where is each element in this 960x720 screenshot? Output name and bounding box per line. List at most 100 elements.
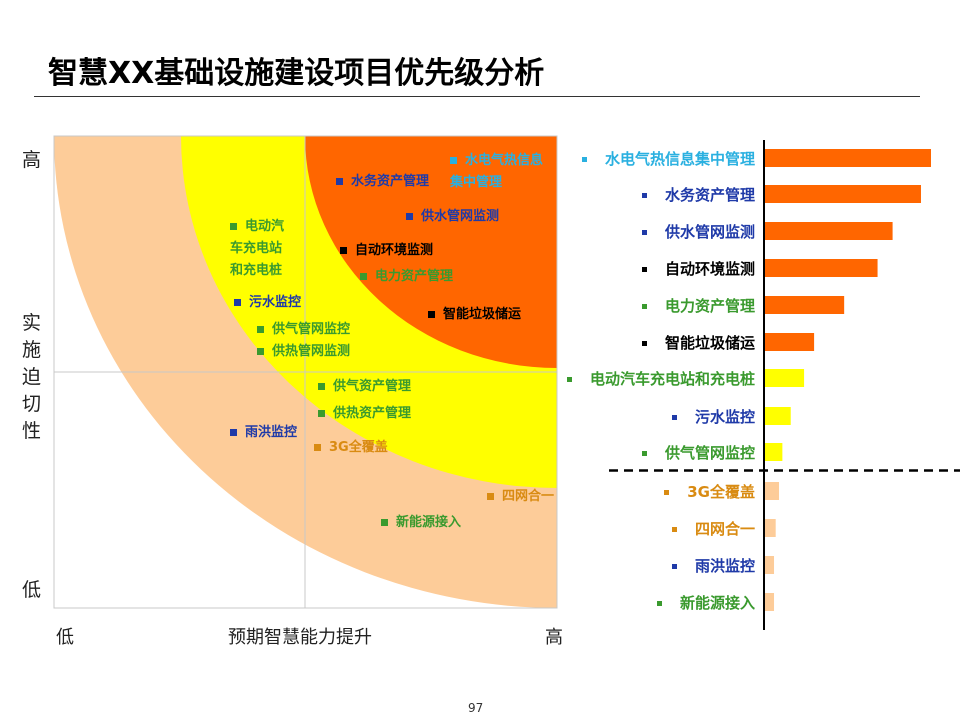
marker-icon (487, 493, 494, 500)
bar-label: 供气管网监控 (641, 442, 755, 463)
bar-label: 污水监控 (671, 406, 755, 427)
matrix-item: 自动环境监测 (340, 243, 433, 259)
bar (764, 482, 780, 500)
marker-icon (671, 564, 677, 569)
bar-label: 3G全覆盖 (664, 481, 755, 502)
matrix-item-label: 供热管网监测 (272, 344, 351, 359)
bar-label: 新能源接入 (656, 592, 755, 613)
marker-icon (671, 527, 677, 532)
matrix-item-label: 四网合一 (502, 489, 555, 504)
matrix-border (53, 135, 558, 609)
marker-icon (257, 326, 264, 333)
bar (764, 407, 791, 425)
matrix-item: 供气管网监控 (257, 322, 350, 338)
marker-icon (314, 444, 321, 451)
bar-label: 供水管网监测 (641, 221, 755, 242)
bar-label: 四网合一 (671, 518, 755, 539)
bar (764, 369, 805, 387)
matrix-item: 供热管网监测 (257, 344, 350, 360)
matrix-item-label: 电动汽车充电站和充电桩 (230, 219, 285, 278)
matrix-item-label: 电力资产管理 (375, 269, 454, 284)
matrix-item-label: 新能源接入 (396, 515, 462, 530)
marker-icon (641, 230, 647, 235)
matrix-item-label: 供水管网监测 (421, 209, 500, 224)
marker-icon (664, 490, 670, 495)
y-axis-title: 实施迫切性 (22, 312, 42, 442)
bar-label: 雨洪监控 (671, 555, 755, 576)
bar (764, 149, 931, 167)
matrix-item-label: 水电气热信息集中管理 (450, 153, 544, 190)
bar-label-text: 四网合一 (694, 520, 755, 538)
marker-icon (234, 299, 241, 306)
matrix-item: 水务资产管理 (336, 174, 429, 190)
marker-icon (641, 193, 647, 198)
bar-label-text: 3G全覆盖 (687, 483, 755, 501)
marker-icon (581, 157, 587, 162)
matrix-item: 水电气热信息集中管理 (450, 150, 550, 194)
marker-icon (230, 429, 237, 436)
bar (764, 519, 776, 537)
bar (764, 333, 815, 351)
x-axis-low-label: 低 (56, 627, 74, 648)
matrix-item: 供气资产管理 (318, 379, 411, 395)
bar-label-text: 供水管网监测 (664, 223, 755, 241)
matrix-item-label: 污水监控 (249, 295, 302, 310)
orange-zone (305, 136, 557, 368)
matrix-item: 电动汽车充电站和充电桩 (230, 216, 294, 282)
bar-label-text: 水务资产管理 (664, 186, 755, 204)
marker-icon (671, 415, 677, 420)
bar-label-text: 污水监控 (694, 408, 755, 426)
matrix-item: 3G全覆盖 (314, 440, 388, 456)
matrix-item: 雨洪监控 (230, 425, 297, 441)
bar-label-text: 新能源接入 (679, 594, 755, 612)
marker-icon (641, 267, 647, 272)
bar-label: 电动汽车充电站和充电桩 (566, 368, 755, 389)
bar-label: 水电气热信息集中管理 (581, 148, 755, 169)
marker-icon (450, 157, 457, 164)
bar-label-text: 电力资产管理 (664, 297, 755, 315)
matrix-item-label: 自动环境监测 (355, 243, 434, 258)
bar-label-text: 供气管网监控 (664, 444, 755, 462)
title-rule (34, 96, 920, 97)
bar-label: 电力资产管理 (641, 295, 755, 316)
bar-label: 水务资产管理 (641, 184, 755, 205)
matrix-item: 四网合一 (487, 489, 554, 505)
page-title: 智慧XX基础设施建设项目优先级分析 (48, 56, 545, 91)
bar (764, 593, 775, 611)
marker-icon (318, 410, 325, 417)
matrix-item: 电力资产管理 (360, 269, 453, 285)
bar (764, 222, 893, 240)
bar-label-text: 自动环境监测 (664, 260, 755, 278)
matrix-item-label: 供气管网监控 (272, 322, 351, 337)
bar-label-text: 水电气热信息集中管理 (604, 150, 755, 168)
bar-label-text: 智能垃圾储运 (664, 334, 755, 352)
bar (764, 296, 845, 314)
page-number: 97 (468, 701, 484, 715)
marker-icon (318, 383, 325, 390)
marker-icon (641, 341, 647, 346)
marker-icon (230, 223, 237, 230)
bar (764, 556, 775, 574)
marker-icon (406, 213, 413, 220)
bar-label-text: 电动汽车充电站和充电桩 (589, 370, 755, 388)
bar (764, 443, 783, 461)
marker-icon (257, 348, 264, 355)
matrix-item-label: 水务资产管理 (351, 174, 430, 189)
bar (764, 185, 921, 203)
bar-label-text: 雨洪监控 (694, 557, 755, 575)
marker-icon (360, 273, 367, 280)
marker-icon (641, 304, 647, 309)
matrix-item: 污水监控 (234, 295, 301, 311)
x-axis-high-label: 高 (545, 627, 563, 648)
x-axis-title: 预期智慧能力提升 (228, 627, 372, 648)
marker-icon (381, 519, 388, 526)
matrix-item: 新能源接入 (381, 515, 461, 531)
matrix-item-label: 供热资产管理 (333, 406, 412, 421)
marker-icon (428, 311, 435, 318)
matrix-item: 供热资产管理 (318, 406, 411, 422)
bar-label: 智能垃圾储运 (641, 332, 755, 353)
marker-icon (566, 377, 572, 382)
matrix-item-label: 雨洪监控 (245, 425, 298, 440)
